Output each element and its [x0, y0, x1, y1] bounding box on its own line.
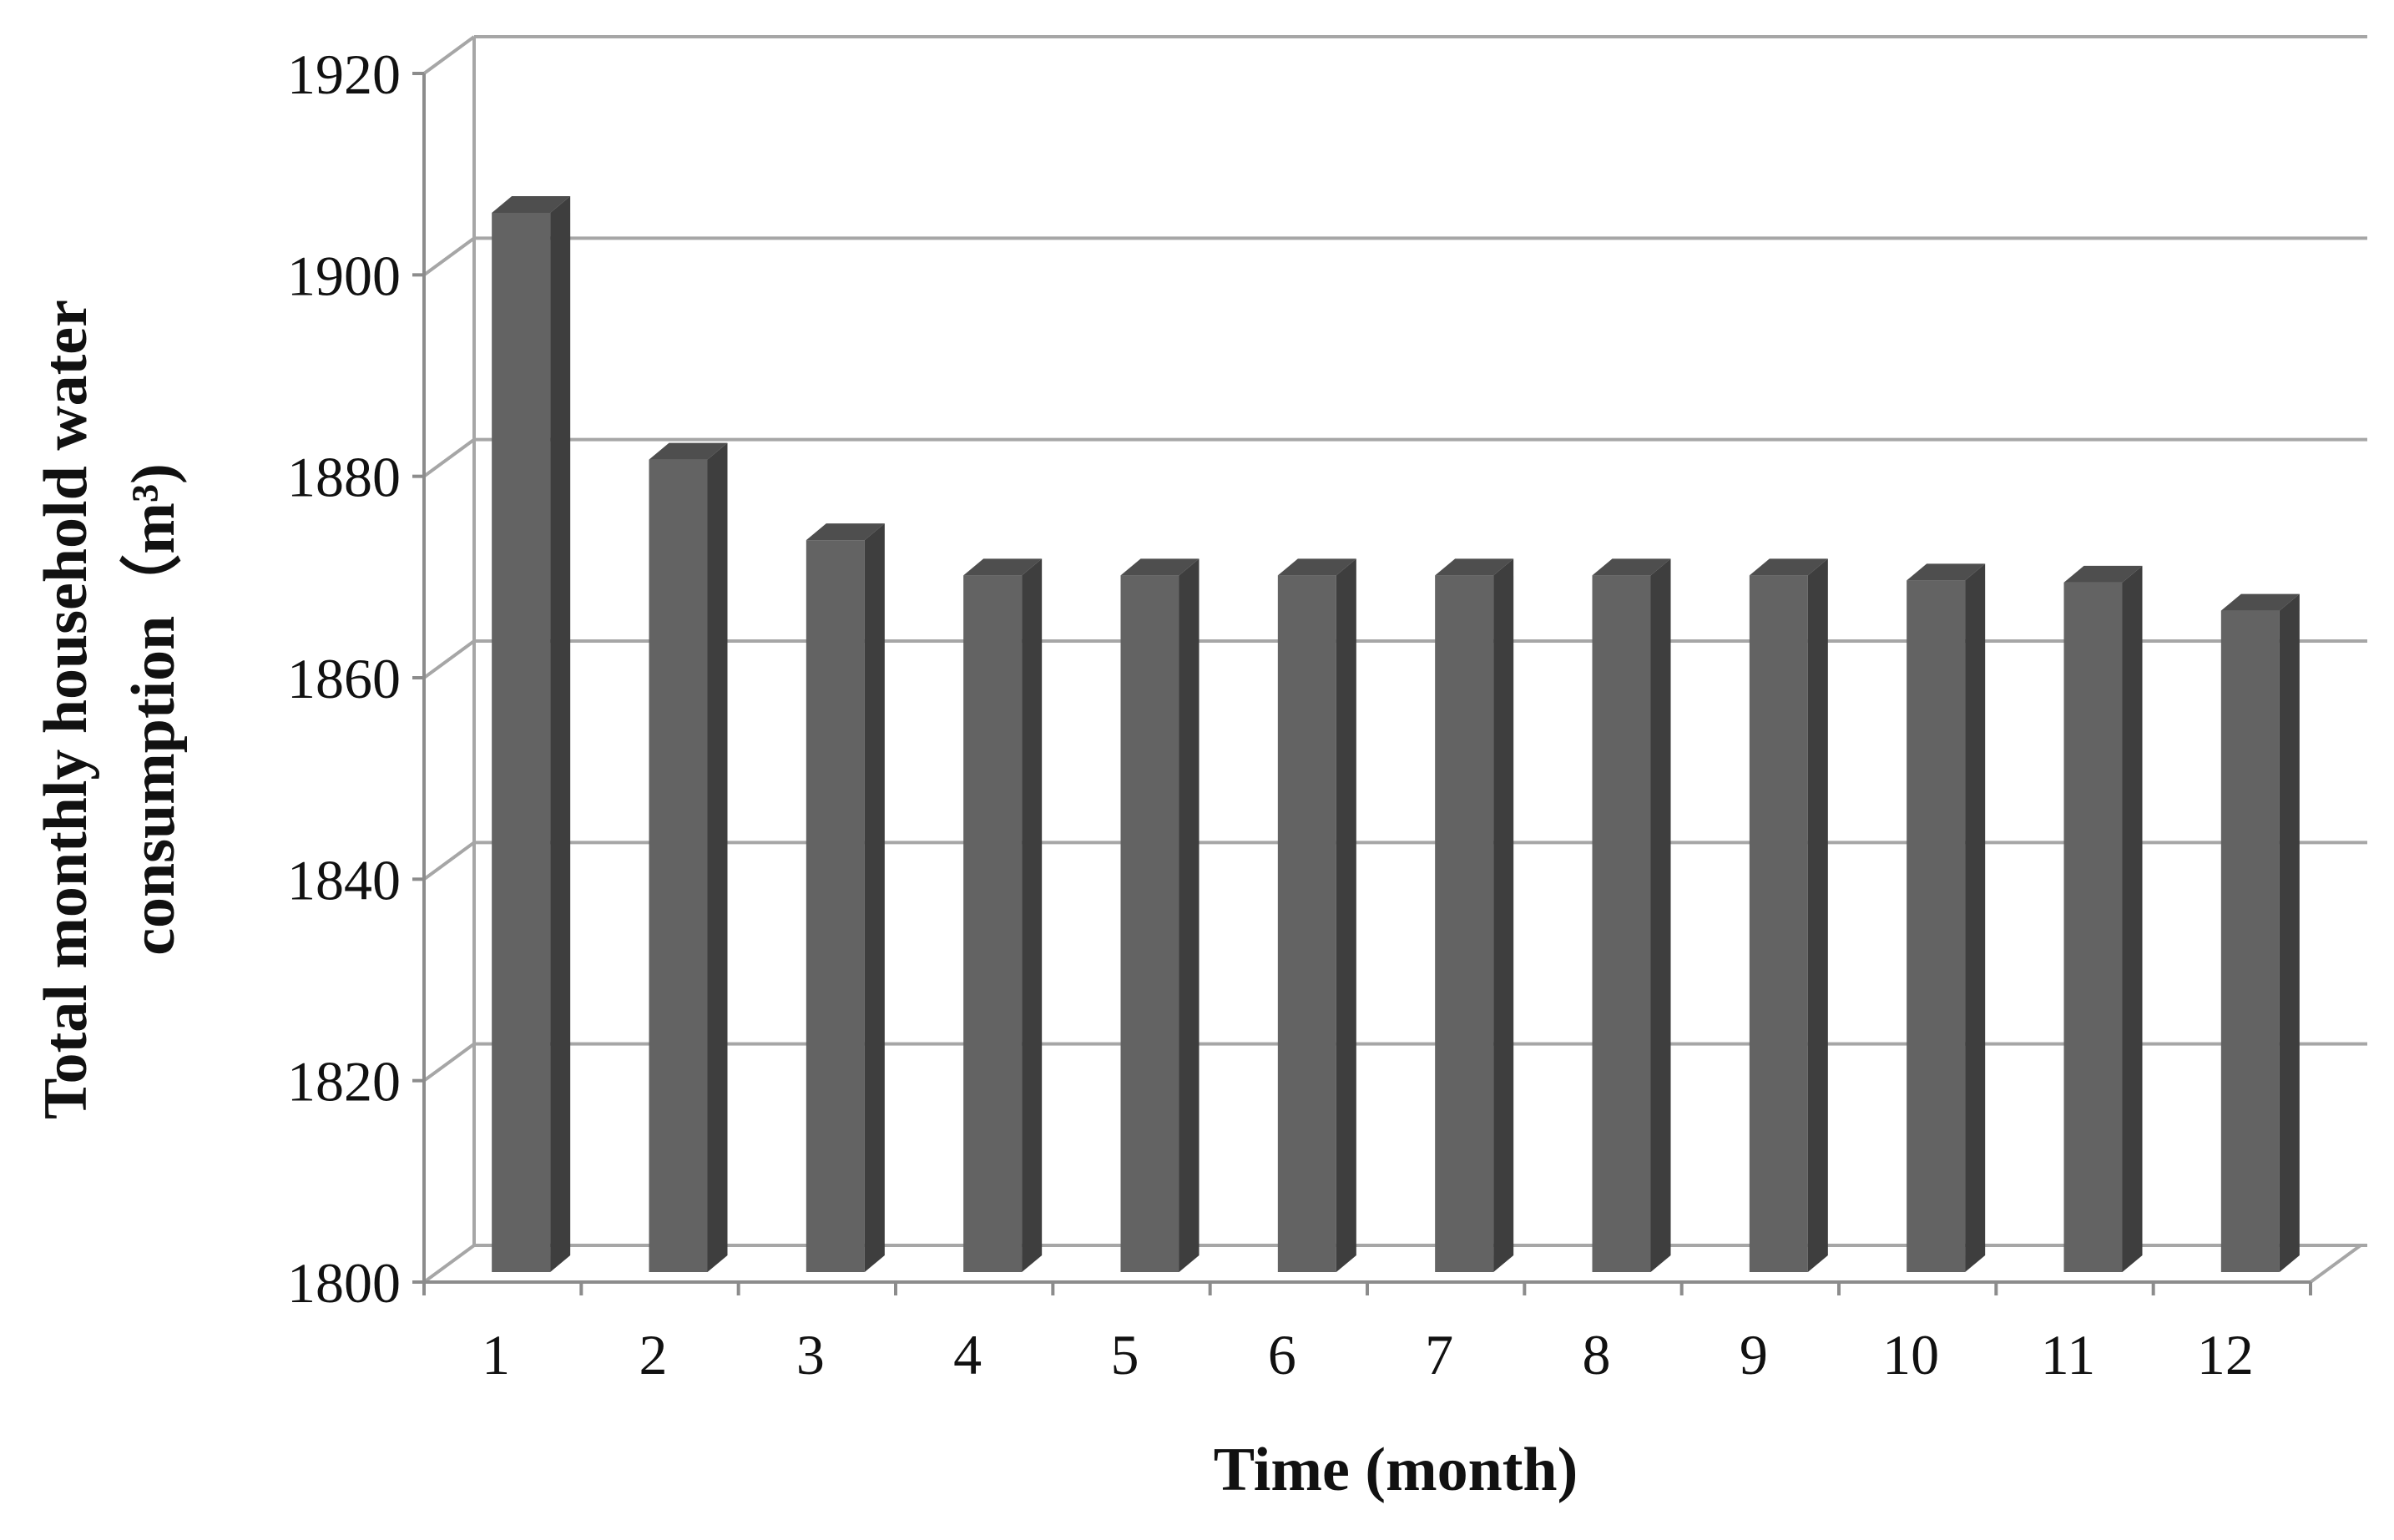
- y-axis-title-line1: Total monthly household water: [32, 300, 100, 1119]
- bar-top: [1592, 558, 1671, 576]
- gridline-diagonal: [422, 639, 476, 679]
- bar-front: [1592, 575, 1651, 1272]
- y-tick-label: 1800: [287, 1251, 401, 1315]
- bar-front: [492, 212, 551, 1272]
- gridline-diagonal: [422, 438, 476, 478]
- bar-top: [2063, 565, 2143, 583]
- x-tick-label: 9: [1740, 1323, 1768, 1386]
- x-tick-label: 7: [1425, 1323, 1453, 1386]
- x-tick-label: 10: [1882, 1323, 1939, 1386]
- x-tick-label: 6: [1268, 1323, 1296, 1386]
- gridline-diagonal: [422, 236, 476, 276]
- bar-side: [1650, 558, 1671, 1272]
- bar-front: [1120, 575, 1179, 1272]
- y-tick-label: 1820: [287, 1050, 401, 1113]
- y-axis-title-line2: consumption（m³): [119, 463, 188, 956]
- x-tick-label: 4: [953, 1323, 982, 1386]
- bar-top: [806, 523, 885, 541]
- bar-top: [492, 195, 571, 213]
- bar-front: [963, 575, 1023, 1272]
- bar-side: [1179, 558, 1200, 1272]
- bar: [1120, 558, 1200, 1272]
- bar: [1435, 558, 1514, 1272]
- bar: [2220, 593, 2300, 1272]
- gridline-diagonal: [422, 841, 476, 881]
- gridline-diagonal: [422, 1043, 476, 1083]
- x-tick-label: 2: [639, 1323, 668, 1386]
- axes: [412, 72, 2312, 1295]
- x-tick-label: 1: [482, 1323, 510, 1386]
- x-tick-label: 8: [1583, 1323, 1611, 1386]
- bar-side: [1965, 563, 1986, 1272]
- bar-top: [963, 558, 1043, 576]
- x-tick-label: 3: [796, 1323, 825, 1386]
- gridline-diagonal: [422, 1244, 476, 1284]
- bar-top: [649, 442, 728, 460]
- y-tick-label: 1920: [287, 43, 401, 106]
- gridline-diagonal: [422, 35, 476, 75]
- bar-front: [649, 459, 708, 1272]
- x-axis-title: Time (month): [1214, 1436, 1578, 1504]
- x-tick-label: 5: [1111, 1323, 1139, 1386]
- floor-edge: [2309, 1244, 2362, 1284]
- bar: [963, 558, 1043, 1272]
- bar-top: [1435, 558, 1514, 576]
- bar-front: [2220, 610, 2280, 1272]
- x-tick-label: 11: [2041, 1323, 2095, 1386]
- x-tick-label: 12: [2197, 1323, 2254, 1386]
- bar: [649, 442, 728, 1272]
- gridlines: [422, 35, 2367, 1284]
- bar-side: [550, 195, 571, 1272]
- bar-side: [864, 523, 885, 1272]
- bar-side: [1807, 558, 1828, 1272]
- y-tick-label: 1860: [287, 647, 401, 710]
- bar-side: [2122, 565, 2143, 1272]
- bar: [1592, 558, 1671, 1272]
- bar-front: [2063, 582, 2123, 1272]
- bar: [2063, 565, 2143, 1272]
- bar-front: [1749, 575, 1808, 1272]
- bar-side: [707, 442, 728, 1272]
- bar: [1749, 558, 1828, 1272]
- bar-top: [1907, 563, 1986, 581]
- bar: [806, 523, 885, 1272]
- bars: [492, 195, 2300, 1272]
- bar: [1907, 563, 1986, 1272]
- bar-front: [1435, 575, 1494, 1272]
- bar-side: [1022, 558, 1043, 1272]
- bar-top: [1749, 558, 1828, 576]
- bar: [1277, 558, 1356, 1272]
- bar-front: [1907, 580, 1966, 1272]
- y-tick-label: 1900: [287, 244, 401, 307]
- y-tick-label: 1840: [287, 848, 401, 911]
- bar-front: [806, 540, 865, 1272]
- y-tick-label: 1880: [287, 446, 401, 509]
- bar: [492, 195, 571, 1272]
- bar-top: [1120, 558, 1200, 576]
- bar-side: [2279, 593, 2300, 1272]
- bar-top: [2220, 593, 2300, 611]
- bar-front: [1277, 575, 1336, 1272]
- bar-side: [1493, 558, 1514, 1272]
- bar-top: [1277, 558, 1356, 576]
- bar-side: [1336, 558, 1356, 1272]
